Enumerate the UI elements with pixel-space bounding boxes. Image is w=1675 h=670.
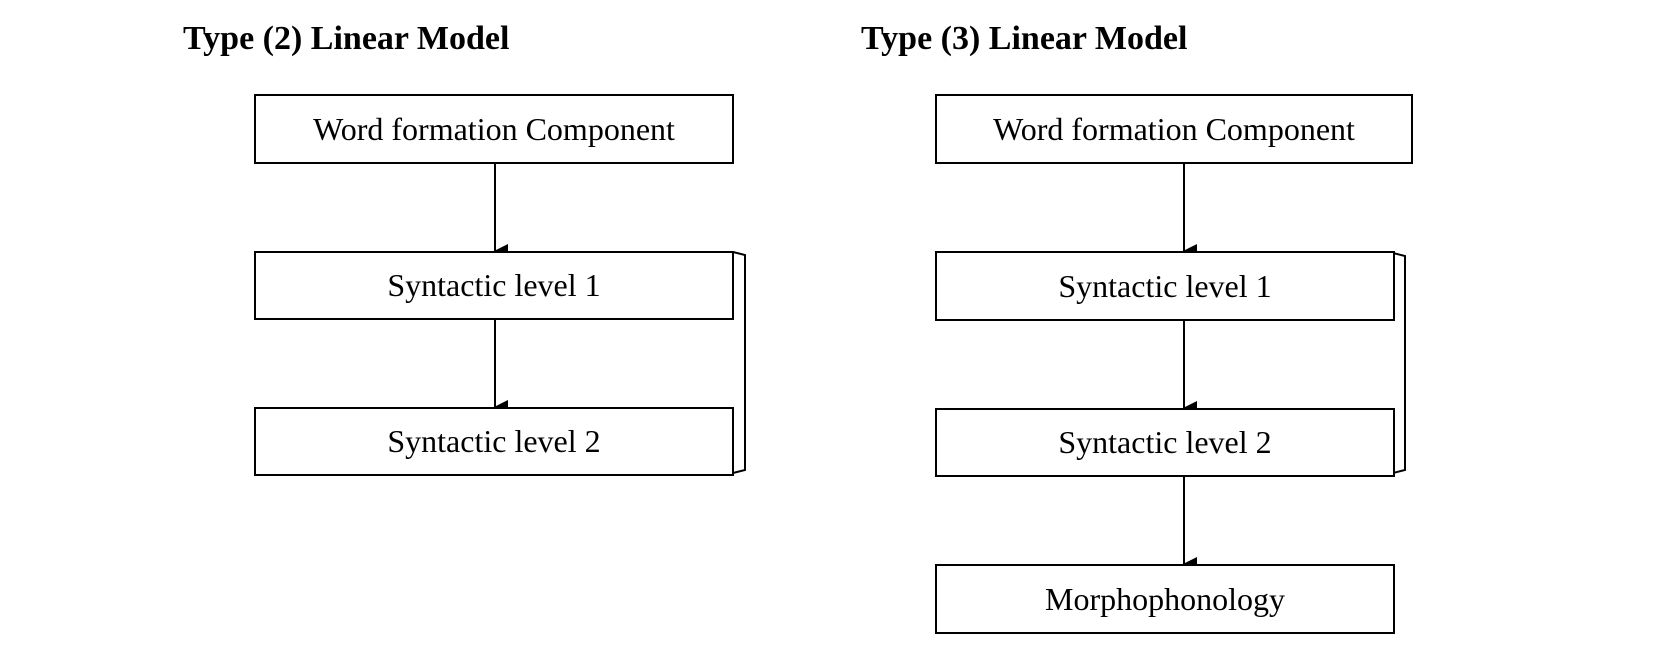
model1-box-syntactic-level-2-label: Syntactic level 2 <box>387 423 601 459</box>
model2-box-morphophonology-label: Morphophonology <box>1045 580 1285 617</box>
model2-box-word-formation-label: Word formation Component <box>993 110 1355 147</box>
model2-box-syntactic-level-2-label: Syntactic level 2 <box>1058 424 1272 460</box>
model2-box-syntactic-level-1-label: Syntactic level 1 <box>1058 267 1272 304</box>
model1-box-word-formation-label: Word formation Component <box>313 110 675 147</box>
model1-box-word-formation: Word formation Component <box>254 94 734 164</box>
model2-title: Type (3) Linear Model <box>861 20 1188 57</box>
model1-level-bracket <box>732 251 746 474</box>
model2-box-word-formation: Word formation Component <box>935 94 1413 164</box>
model2-box-syntactic-level-2: Syntactic level 2 <box>935 408 1395 477</box>
model2-box-syntactic-level-1: Syntactic level 1 <box>935 251 1395 321</box>
model2-level-bracket <box>1392 252 1406 474</box>
model1-box-syntactic-level-1: Syntactic level 1 <box>254 251 734 320</box>
model1-box-syntactic-level-1-label: Syntactic level 1 <box>387 267 601 303</box>
model2-box-morphophonology: Morphophonology <box>935 564 1395 634</box>
model1-title: Type (2) Linear Model <box>183 20 510 57</box>
model1-box-syntactic-level-2: Syntactic level 2 <box>254 407 734 476</box>
